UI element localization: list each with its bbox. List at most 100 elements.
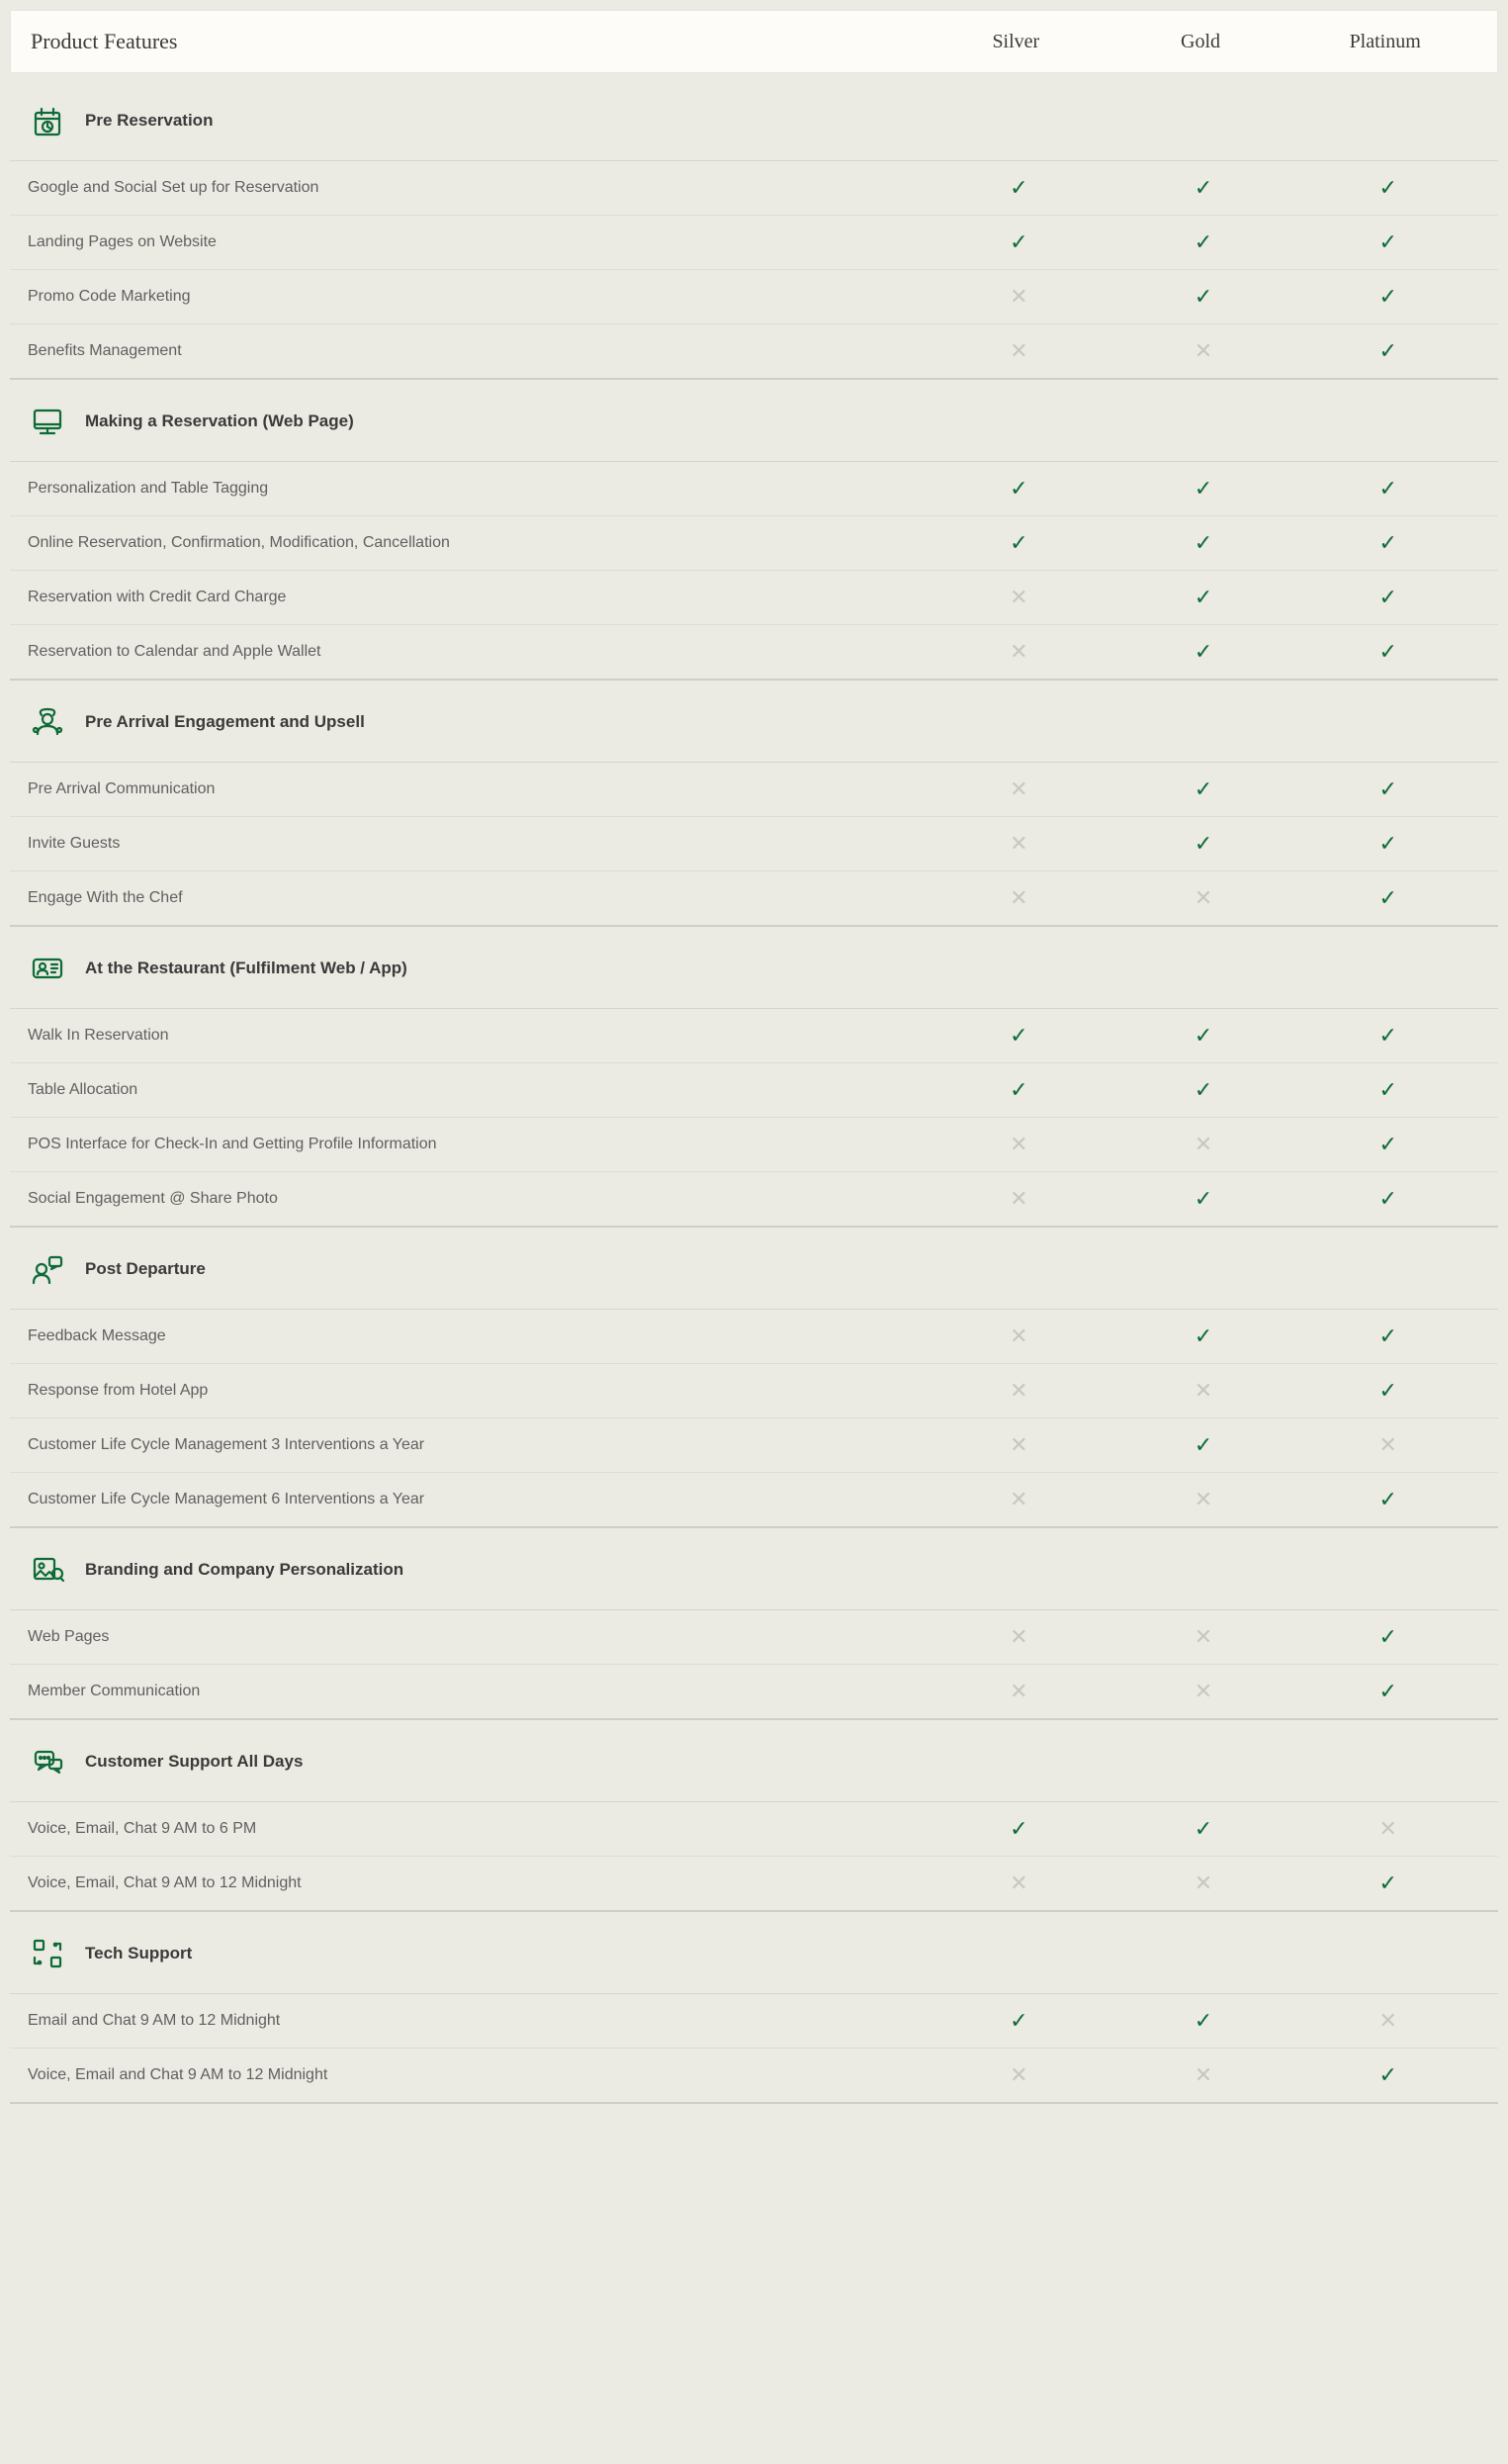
table-row: Customer Life Cycle Management 6 Interve… — [10, 1473, 1498, 1528]
feature-section: Customer Support All DaysVoice, Email, C… — [10, 1720, 1498, 1912]
table-row: Table Allocation✓✓✓ — [10, 1063, 1498, 1118]
feature-values: ✕✕✓ — [927, 1679, 1480, 1704]
feature-values: ✓✓✓ — [927, 1077, 1480, 1103]
feature-label: Invite Guests — [28, 835, 927, 853]
check-icon: ✓ — [1295, 1624, 1480, 1650]
feature-values: ✕✓✓ — [927, 831, 1480, 857]
check-icon: ✓ — [1111, 639, 1296, 665]
check-icon: ✓ — [927, 1023, 1111, 1049]
table-row: Online Reservation, Confirmation, Modifi… — [10, 516, 1498, 571]
feature-label: Customer Life Cycle Management 6 Interve… — [28, 1491, 927, 1508]
feature-values: ✕✓✕ — [927, 1432, 1480, 1458]
cross-icon: ✕ — [1295, 1432, 1480, 1458]
cross-icon: ✕ — [1111, 2062, 1296, 2088]
table-row: Google and Social Set up for Reservation… — [10, 161, 1498, 216]
plan-platinum: Platinum — [1292, 31, 1477, 53]
feature-section: Pre Reservation Google and Social Set up … — [10, 79, 1498, 380]
feature-values: ✕✓✓ — [927, 1323, 1480, 1349]
check-icon: ✓ — [1295, 1023, 1480, 1049]
plan-gold: Gold — [1109, 31, 1293, 53]
pricing-comparison-table: Product Features Silver Gold Platinum Pr… — [10, 10, 1498, 2104]
table-row: Reservation with Credit Card Charge✕✓✓ — [10, 571, 1498, 625]
feature-values: ✕✕✓ — [927, 1378, 1480, 1404]
table-row: Web Pages✕✕✓ — [10, 1610, 1498, 1665]
cross-icon: ✕ — [927, 1432, 1111, 1458]
table-row: POS Interface for Check-In and Getting P… — [10, 1118, 1498, 1172]
check-icon: ✓ — [1295, 776, 1480, 802]
check-icon: ✓ — [1295, 1186, 1480, 1212]
feature-values: ✕✓✓ — [927, 776, 1480, 802]
section-header: Post Departure — [10, 1228, 1498, 1310]
check-icon: ✓ — [1111, 229, 1296, 255]
feature-values: ✓✓✓ — [927, 1023, 1480, 1049]
cross-icon: ✕ — [927, 1624, 1111, 1650]
section-title: Pre Reservation — [85, 111, 213, 131]
feature-label: Google and Social Set up for Reservation — [28, 179, 927, 197]
check-icon: ✓ — [1111, 831, 1296, 857]
check-icon: ✓ — [1111, 2008, 1296, 2034]
table-row: Social Engagement @ Share Photo✕✓✓ — [10, 1172, 1498, 1228]
check-icon: ✓ — [927, 175, 1111, 201]
table-row: Feedback Message✕✓✓ — [10, 1310, 1498, 1364]
feature-section: Branding and Company Personalization Web … — [10, 1528, 1498, 1720]
table-row: Personalization and Table Tagging✓✓✓ — [10, 462, 1498, 516]
table-row: Voice, Email, Chat 9 AM to 6 PM✓✓✕ — [10, 1802, 1498, 1857]
section-title: Branding and Company Personalization — [85, 1560, 403, 1580]
cross-icon: ✕ — [927, 338, 1111, 364]
tech-icon — [28, 1934, 67, 1973]
feature-label: Feedback Message — [28, 1327, 927, 1345]
feature-values: ✕✕✓ — [927, 1624, 1480, 1650]
table-row: Response from Hotel App✕✕✓ — [10, 1364, 1498, 1418]
feature-label: Landing Pages on Website — [28, 233, 927, 251]
section-header: Tech Support — [10, 1912, 1498, 1994]
cross-icon: ✕ — [927, 1323, 1111, 1349]
section-title: Post Departure — [85, 1259, 206, 1279]
check-icon: ✓ — [1111, 1186, 1296, 1212]
cross-icon: ✕ — [927, 1378, 1111, 1404]
check-icon: ✓ — [1295, 639, 1480, 665]
section-header: Customer Support All Days — [10, 1720, 1498, 1802]
cross-icon: ✕ — [927, 284, 1111, 310]
feature-values: ✕✓✓ — [927, 1186, 1480, 1212]
cross-icon: ✕ — [927, 639, 1111, 665]
check-icon: ✓ — [927, 1077, 1111, 1103]
feature-values: ✕✓✓ — [927, 585, 1480, 610]
check-icon: ✓ — [1295, 530, 1480, 556]
check-icon: ✓ — [1295, 1077, 1480, 1103]
table-row: Voice, Email, Chat 9 AM to 12 Midnight✕✕… — [10, 1857, 1498, 1912]
table-row: Promo Code Marketing✕✓✓ — [10, 270, 1498, 324]
feature-label: Benefits Management — [28, 342, 927, 360]
feature-section: Post DepartureFeedback Message✕✓✓Respons… — [10, 1228, 1498, 1528]
section-header: At the Restaurant (Fulfilment Web / App) — [10, 927, 1498, 1009]
feature-label: Table Allocation — [28, 1081, 927, 1099]
feature-values: ✓✓✕ — [927, 2008, 1480, 2034]
feature-values: ✓✓✕ — [927, 1816, 1480, 1842]
cross-icon: ✕ — [1295, 2008, 1480, 2034]
feature-label: Web Pages — [28, 1628, 927, 1646]
support-icon — [28, 1742, 67, 1781]
user-chat-icon — [28, 1249, 67, 1289]
check-icon: ✓ — [927, 2008, 1111, 2034]
cross-icon: ✕ — [1111, 885, 1296, 911]
feature-section: Pre Arrival Engagement and UpsellPre Arr… — [10, 681, 1498, 927]
section-title: At the Restaurant (Fulfilment Web / App) — [85, 958, 407, 978]
feature-label: Reservation to Calendar and Apple Wallet — [28, 643, 927, 661]
feature-section: Making a Reservation (Web Page)Personali… — [10, 380, 1498, 681]
monitor-icon — [28, 402, 67, 441]
check-icon: ✓ — [1111, 284, 1296, 310]
check-icon: ✓ — [1111, 1432, 1296, 1458]
check-icon: ✓ — [1111, 476, 1296, 502]
table-row: Benefits Management✕✕✓ — [10, 324, 1498, 380]
check-icon: ✓ — [1295, 229, 1480, 255]
id-card-icon — [28, 949, 67, 988]
table-row: Engage With the Chef✕✕✓ — [10, 871, 1498, 927]
table-row: Pre Arrival Communication✕✓✓ — [10, 763, 1498, 817]
check-icon: ✓ — [927, 1816, 1111, 1842]
check-icon: ✓ — [1111, 530, 1296, 556]
table-row: Member Communication✕✕✓ — [10, 1665, 1498, 1720]
feature-values: ✕✕✓ — [927, 1487, 1480, 1512]
cross-icon: ✕ — [927, 1186, 1111, 1212]
page-title: Product Features — [31, 29, 924, 54]
table-row: Customer Life Cycle Management 3 Interve… — [10, 1418, 1498, 1473]
feature-values: ✕✕✓ — [927, 2062, 1480, 2088]
